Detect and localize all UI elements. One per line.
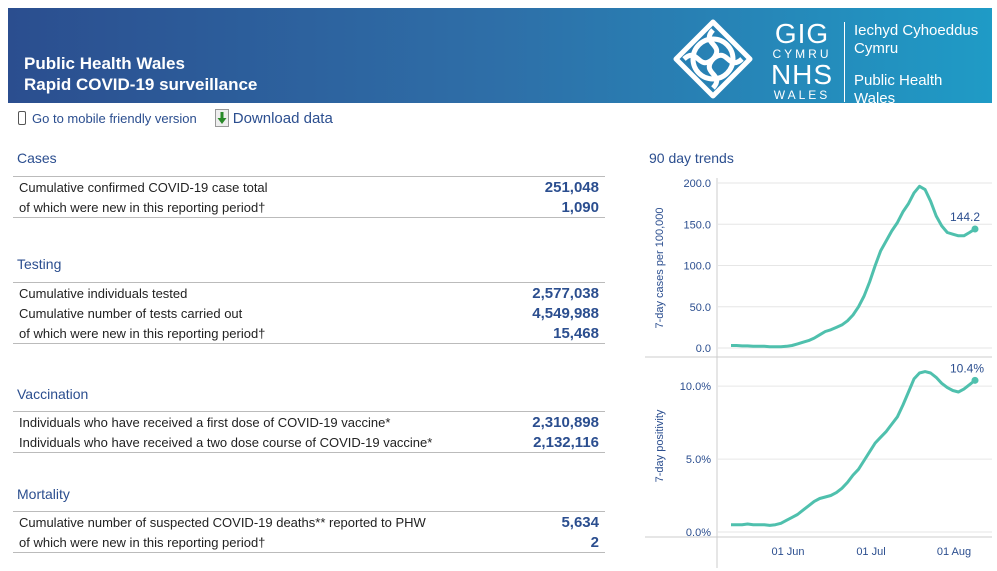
- title-line-2: Rapid COVID-19 surveillance: [24, 75, 258, 94]
- logo-welsh-line-1: Iechyd Cyhoeddus: [854, 22, 979, 39]
- logo-english-line-2: Wales: [854, 90, 896, 107]
- testing-table: Cumulative individuals tested 2,577,038 …: [13, 282, 605, 344]
- download-data-link[interactable]: Download data: [214, 109, 333, 127]
- mobile-version-label: Go to mobile friendly version: [32, 110, 197, 126]
- row-label: of which were new in this reporting peri…: [19, 534, 266, 550]
- logo-wales-text: WALES: [773, 88, 831, 102]
- row-label: of which were new in this reporting peri…: [19, 199, 266, 215]
- row-value: 15,468: [553, 324, 599, 342]
- row-label: Cumulative number of tests carried out: [19, 305, 243, 321]
- table-row: Cumulative confirmed COVID-19 case total…: [13, 177, 605, 197]
- row-label: Cumulative confirmed COVID-19 case total: [19, 179, 268, 195]
- logo-cymru-text: CYMRU: [772, 47, 832, 61]
- row-label: Cumulative number of suspected COVID-19 …: [19, 514, 426, 530]
- positivity-y-tick-label: 10.0%: [680, 381, 711, 393]
- x-tick-label: 01 Jul: [856, 546, 885, 558]
- cases-table: Cumulative confirmed COVID-19 case total…: [13, 176, 605, 218]
- mortality-table: Cumulative number of suspected COVID-19 …: [13, 511, 605, 553]
- logo-divider: [844, 22, 845, 102]
- vaccination-table: Individuals who have received a first do…: [13, 411, 605, 453]
- table-row: of which were new in this reporting peri…: [13, 197, 605, 217]
- logo-welsh-line-2: Cymru: [854, 40, 899, 57]
- logo-org-name: Iechyd Cyhoeddus Cymru Public Health Wal…: [854, 22, 978, 108]
- row-label: of which were new in this reporting peri…: [19, 325, 266, 341]
- table-row: Individuals who have received a first do…: [13, 412, 605, 432]
- row-label: Individuals who have received a two dose…: [19, 434, 433, 450]
- row-label: Cumulative individuals tested: [19, 285, 188, 301]
- row-value: 2,577,038: [532, 284, 599, 302]
- table-row: Cumulative individuals tested 2,577,038: [13, 283, 605, 303]
- table-row: of which were new in this reporting peri…: [13, 532, 605, 552]
- logo-nhs-text: NHS: [770, 59, 834, 90]
- cases-y-tick-label: 150.0: [683, 219, 711, 231]
- cases-chart-ylabel: 7-day cases per 100,000: [654, 207, 666, 328]
- trends-heading: 90 day trends: [649, 150, 734, 166]
- page-title: Public Health Wales Rapid COVID-19 surve…: [24, 53, 257, 95]
- cases-y-tick-label: 100.0: [683, 261, 711, 273]
- download-data-label: Download data: [232, 109, 333, 127]
- row-value: 5,634: [561, 513, 599, 531]
- row-value: 4,549,988: [532, 304, 599, 322]
- positivity-last-value-label: 10.4%: [950, 361, 984, 375]
- table-row: Individuals who have received a two dose…: [13, 432, 605, 452]
- positivity-y-tick-label: 0.0%: [686, 527, 711, 539]
- phone-icon: [18, 111, 26, 125]
- table-row: Cumulative number of tests carried out 4…: [13, 303, 605, 323]
- celtic-knot-logo-icon: [673, 19, 753, 99]
- x-tick-label: 01 Jun: [771, 546, 804, 558]
- positivity-y-tick-label: 5.0%: [686, 454, 711, 466]
- trend-charts: 7-day cases per 100,000 7-day positivity…: [645, 178, 992, 568]
- row-value: 2: [590, 533, 599, 551]
- top-links: Go to mobile friendly version Download d…: [18, 108, 333, 128]
- table-row: of which were new in this reporting peri…: [13, 323, 605, 343]
- header-banner: Public Health Wales Rapid COVID-19 surve…: [8, 8, 992, 107]
- cases-y-tick-label: 200.0: [683, 178, 711, 190]
- row-value: 251,048: [544, 178, 599, 196]
- vaccination-heading: Vaccination: [17, 386, 89, 402]
- table-row: Cumulative number of suspected COVID-19 …: [13, 512, 605, 532]
- row-value: 1,090: [561, 198, 599, 216]
- logo-english-line-1: Public Health: [854, 72, 943, 89]
- positivity-chart-ylabel: 7-day positivity: [654, 409, 666, 482]
- row-value: 2,310,898: [532, 413, 599, 431]
- cases-y-tick-label: 50.0: [690, 302, 711, 314]
- title-line-1: Public Health Wales: [24, 54, 185, 73]
- cases-trend-line: [731, 184, 976, 349]
- testing-heading: Testing: [17, 256, 62, 272]
- cases-y-tick-label: 0.0: [696, 343, 711, 355]
- positivity-last-point: [971, 376, 979, 384]
- mortality-heading: Mortality: [17, 486, 70, 502]
- cases-heading: Cases: [17, 150, 57, 166]
- cases-last-value-label: 144.2: [950, 210, 980, 224]
- positivity-trend-line: [731, 370, 976, 527]
- logo-gig-text: GIG: [774, 18, 830, 49]
- row-value: 2,132,116: [533, 433, 599, 451]
- row-label: Individuals who have received a first do…: [19, 414, 391, 430]
- x-tick-label: 01 Aug: [937, 546, 971, 558]
- mobile-version-link[interactable]: Go to mobile friendly version: [18, 111, 197, 126]
- cases-last-point: [971, 225, 979, 233]
- gig-cymru-nhs-wales-logo: GIG CYMRU NHS WALES: [766, 20, 838, 102]
- download-icon: [214, 109, 229, 127]
